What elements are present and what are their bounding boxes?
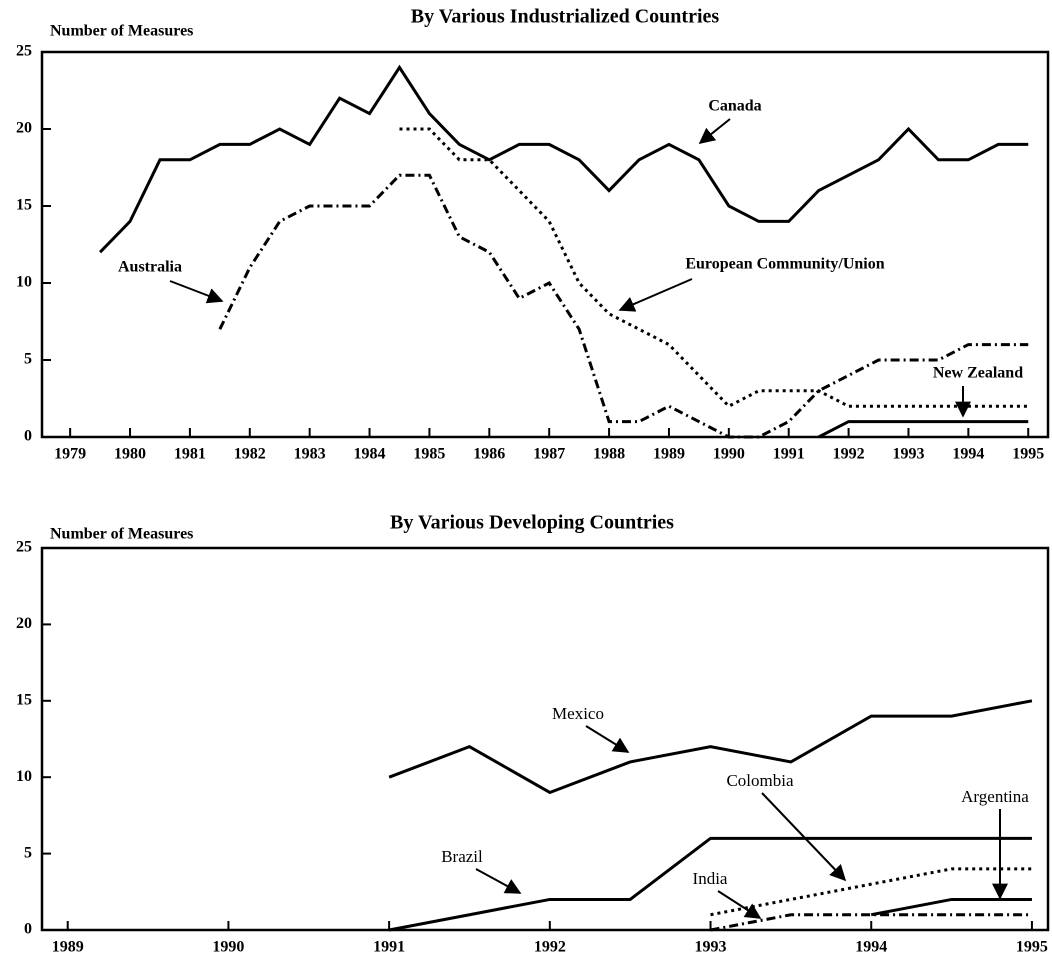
y-tick-label: 5 bbox=[24, 844, 32, 861]
chart-title: By Various Developing Countries bbox=[390, 512, 674, 534]
x-tick-label: 1987 bbox=[533, 446, 565, 463]
y-tick-label: 25 bbox=[16, 43, 32, 60]
x-tick-label: 1995 bbox=[1016, 939, 1048, 956]
x-tick-label: 1990 bbox=[212, 939, 244, 956]
series-label: Brazil bbox=[441, 847, 483, 866]
chart-title: By Various Industrialized Countries bbox=[411, 6, 720, 28]
y-tick-label: 10 bbox=[16, 274, 32, 291]
series-label: Canada bbox=[708, 98, 761, 115]
x-tick-label: 1980 bbox=[114, 446, 146, 463]
y-tick-label: 0 bbox=[24, 428, 32, 445]
plot-frame bbox=[40, 546, 1050, 932]
plot-frame bbox=[40, 50, 1050, 439]
x-tick-label: 1981 bbox=[174, 446, 206, 463]
series-label: India bbox=[693, 869, 728, 888]
series-label: Argentina bbox=[961, 787, 1029, 806]
x-tick-label: 1989 bbox=[653, 446, 685, 463]
label-arrow bbox=[761, 792, 847, 882]
x-tick-label: 1992 bbox=[833, 446, 865, 463]
x-tick-label: 1986 bbox=[473, 446, 505, 463]
y-tick-label: 10 bbox=[16, 768, 32, 785]
series-label: New Zealand bbox=[933, 365, 1023, 382]
x-tick-label: 1984 bbox=[354, 446, 386, 463]
x-tick-label: 1985 bbox=[413, 446, 445, 463]
label-arrow bbox=[698, 118, 731, 144]
y-axis-label: Number of Measures bbox=[50, 23, 193, 40]
x-tick-label: 1993 bbox=[892, 446, 924, 463]
series-line bbox=[218, 173, 1029, 439]
series-line bbox=[710, 867, 1032, 917]
y-axis-label: Number of Measures bbox=[50, 526, 193, 543]
series-line bbox=[870, 897, 1032, 917]
series-line bbox=[388, 699, 1033, 795]
x-tick-label: 1994 bbox=[855, 939, 887, 956]
label-arrow bbox=[169, 280, 224, 304]
label-arrow bbox=[618, 278, 693, 312]
label-arrow bbox=[475, 868, 522, 894]
y-tick-label: 5 bbox=[24, 351, 32, 368]
x-tick-label: 1979 bbox=[54, 446, 86, 463]
series-line bbox=[99, 64, 1029, 254]
y-tick-label: 20 bbox=[16, 120, 32, 137]
series-label: Australia bbox=[118, 259, 182, 276]
series-label: European Community/Union bbox=[685, 256, 884, 273]
x-tick-label: 1990 bbox=[713, 446, 745, 463]
x-tick-label: 1989 bbox=[52, 939, 84, 956]
label-arrow bbox=[717, 890, 762, 919]
series-label: Colombia bbox=[726, 771, 794, 790]
series-line bbox=[817, 420, 1029, 439]
x-tick-label: 1983 bbox=[294, 446, 326, 463]
x-tick-label: 1992 bbox=[534, 939, 566, 956]
y-tick-label: 20 bbox=[16, 615, 32, 632]
y-tick-label: 25 bbox=[16, 539, 32, 556]
series-label: Mexico bbox=[552, 704, 604, 723]
label-arrow bbox=[585, 725, 630, 753]
x-tick-label: 1993 bbox=[695, 939, 727, 956]
x-tick-label: 1991 bbox=[373, 939, 405, 956]
y-tick-label: 15 bbox=[16, 691, 32, 708]
x-tick-label: 1988 bbox=[593, 446, 625, 463]
x-tick-label: 1991 bbox=[773, 446, 805, 463]
x-tick-label: 1995 bbox=[1012, 446, 1044, 463]
series-line bbox=[388, 836, 1032, 932]
y-tick-label: 0 bbox=[24, 921, 32, 938]
x-tick-label: 1994 bbox=[952, 446, 984, 463]
series-line bbox=[710, 913, 1032, 932]
x-tick-label: 1982 bbox=[234, 446, 266, 463]
y-tick-label: 15 bbox=[16, 197, 32, 214]
